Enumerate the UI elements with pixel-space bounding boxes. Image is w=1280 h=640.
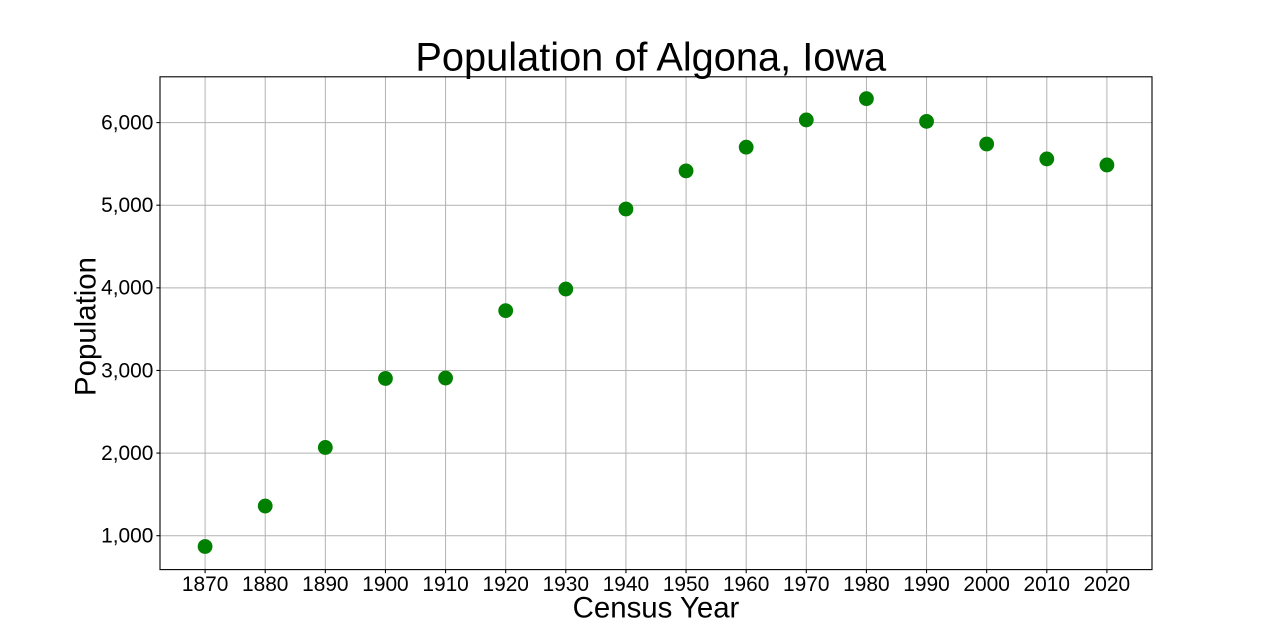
svg-text:2020: 2020 <box>1084 573 1130 596</box>
svg-text:3,000: 3,000 <box>101 359 153 382</box>
svg-text:1910: 1910 <box>422 573 468 596</box>
svg-text:1950: 1950 <box>663 573 709 596</box>
svg-text:1930: 1930 <box>543 573 589 596</box>
svg-text:1880: 1880 <box>242 573 288 596</box>
svg-text:1,000: 1,000 <box>101 525 153 548</box>
svg-text:1940: 1940 <box>603 573 649 596</box>
svg-text:2000: 2000 <box>963 573 1009 596</box>
svg-text:1970: 1970 <box>783 573 829 596</box>
svg-text:2010: 2010 <box>1024 573 1070 596</box>
svg-text:5,000: 5,000 <box>101 194 153 217</box>
svg-text:1890: 1890 <box>302 573 348 596</box>
svg-text:1990: 1990 <box>903 573 949 596</box>
svg-text:1900: 1900 <box>362 573 408 596</box>
svg-text:1870: 1870 <box>182 573 228 596</box>
svg-text:Population of Algona, Iowa: Population of Algona, Iowa <box>415 35 887 79</box>
svg-text:4,000: 4,000 <box>101 277 153 300</box>
svg-text:6,000: 6,000 <box>101 111 153 134</box>
svg-text:1920: 1920 <box>482 573 528 596</box>
svg-text:Population: Population <box>70 257 103 396</box>
svg-text:1960: 1960 <box>723 573 769 596</box>
svg-text:2,000: 2,000 <box>101 442 153 465</box>
svg-text:1980: 1980 <box>843 573 889 596</box>
svg-text:Census Year: Census Year <box>573 592 740 625</box>
